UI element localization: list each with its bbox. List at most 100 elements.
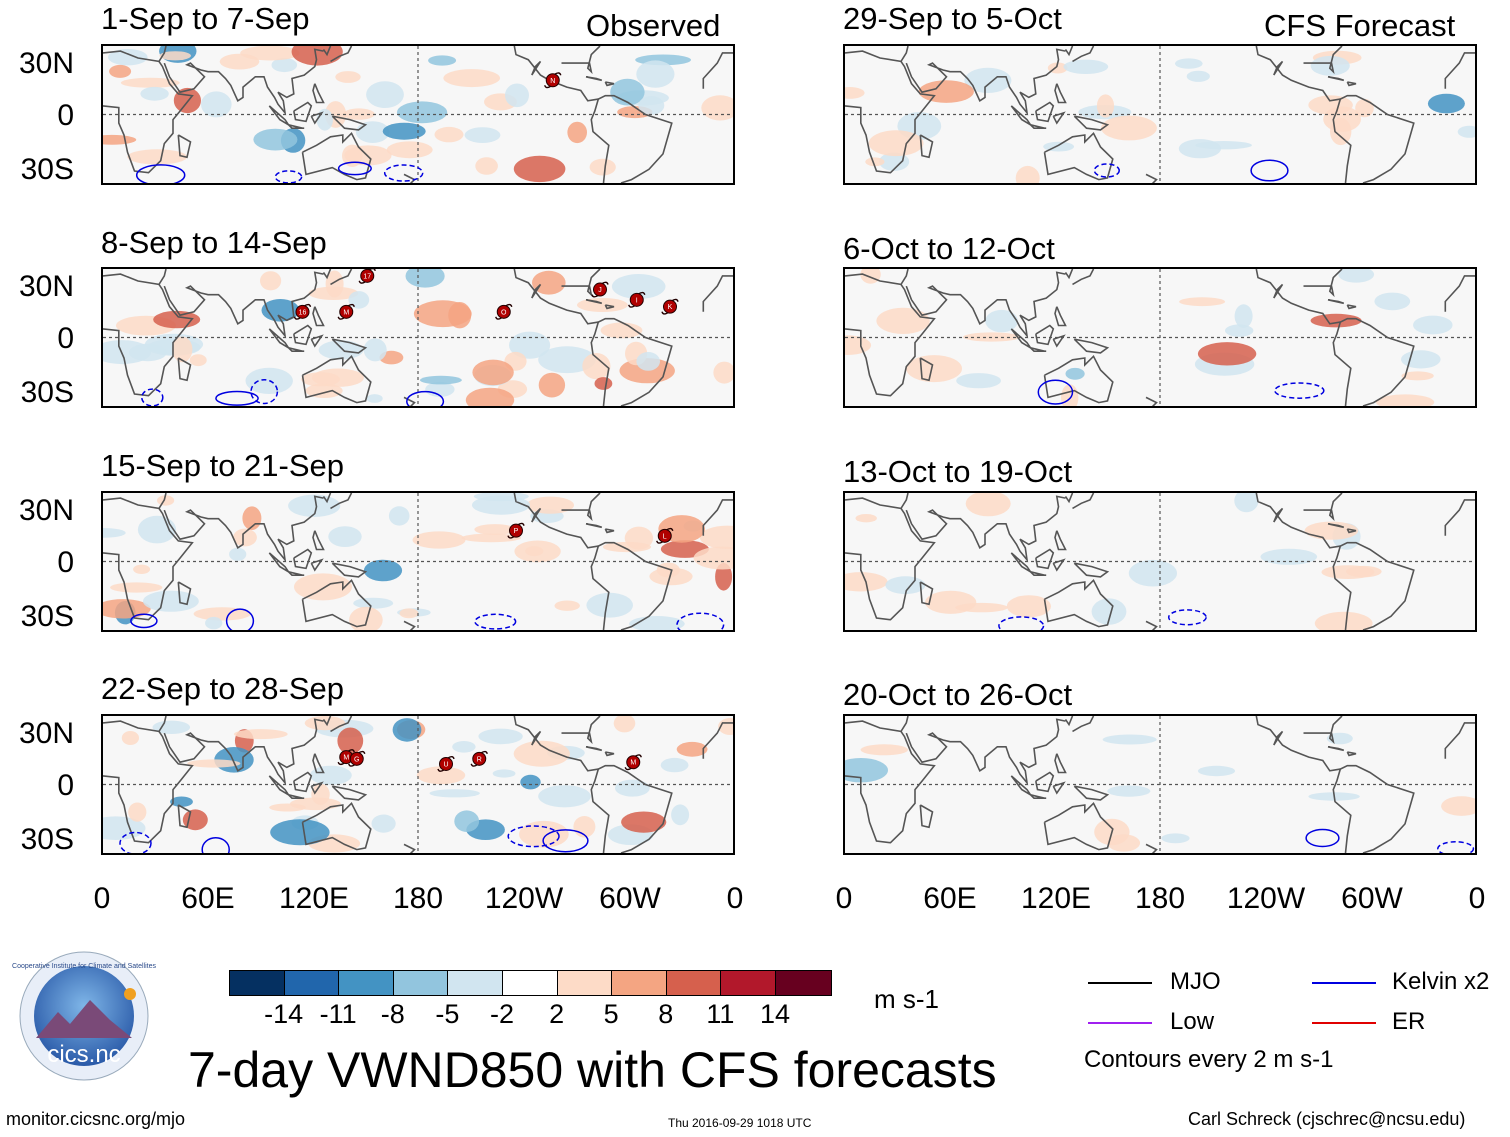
map-left-1: N — [103, 46, 733, 183]
anomaly-shading — [366, 394, 383, 403]
anomaly-shading — [492, 769, 516, 778]
ytick-0-1: 0 — [57, 99, 74, 132]
coastline — [103, 493, 167, 510]
anomaly-shading — [316, 108, 333, 131]
anomaly-shading — [876, 307, 930, 334]
coastline — [322, 269, 332, 280]
panel-title-right-3: 13-Oct to 19-Oct — [843, 454, 1073, 489]
kelvin-contour — [507, 825, 560, 848]
anomaly-shading — [291, 46, 343, 66]
anomaly-shading — [363, 559, 403, 582]
anomaly-shading — [638, 96, 665, 115]
coastline — [322, 716, 332, 727]
anomaly-shading — [965, 493, 1011, 517]
map-panel-right-2 — [843, 267, 1477, 408]
coastline — [531, 730, 542, 746]
anomaly-shading — [1234, 304, 1253, 328]
xtick-right-360: 0 — [1468, 882, 1486, 915]
coastline — [268, 775, 290, 796]
coastline — [845, 507, 936, 621]
anomaly-shading — [233, 528, 257, 547]
coastline — [845, 730, 936, 844]
legend-er-line — [1312, 1022, 1376, 1024]
coastline — [590, 98, 610, 183]
colorbar-swatch — [448, 971, 503, 995]
footer-url[interactable]: monitor.cicsnc.org/mjo — [6, 1109, 186, 1129]
coastline — [1035, 548, 1055, 570]
coastline — [163, 271, 324, 339]
anomaly-shading — [1225, 324, 1254, 337]
panel-title-right-1: 29-Sep to 5-Oct — [843, 1, 1062, 36]
anomaly-shading — [1107, 834, 1141, 852]
anomaly-shading — [582, 353, 611, 380]
anomaly-shading — [701, 95, 733, 121]
coastline — [312, 306, 325, 327]
coastline — [1029, 794, 1047, 799]
colorbar-level-label: 8 — [658, 999, 674, 1029]
panel-title-left-2: 8-Sep to 14-Sep — [101, 225, 327, 260]
coastline — [1010, 552, 1032, 573]
map-right-3 — [845, 493, 1475, 630]
colorbar — [229, 970, 832, 996]
coastline — [1043, 801, 1114, 851]
anomaly-shading — [1457, 125, 1475, 138]
colorbar-swatch — [230, 971, 285, 995]
anomaly-shading — [699, 525, 733, 549]
anomaly-shading — [676, 741, 708, 757]
coastline — [702, 499, 733, 536]
colorbar-level-label: -11 — [319, 999, 357, 1029]
coastline — [561, 269, 601, 298]
storm-label: M — [630, 760, 636, 767]
anomaly-shading — [1401, 350, 1441, 369]
anomaly-shading — [845, 758, 888, 783]
legend-mjo-label: MJO — [1170, 968, 1221, 995]
kelvin-contour — [141, 388, 164, 406]
xtick-right-180: 180 — [1134, 882, 1186, 915]
coastline — [1029, 347, 1047, 352]
coastline — [1035, 101, 1055, 123]
anomaly-shading — [636, 60, 675, 88]
anomaly-shading — [526, 496, 574, 514]
coastline — [1054, 83, 1067, 104]
anomaly-shading — [474, 524, 516, 535]
ytick-30n-2: 30N — [18, 270, 74, 303]
anomaly-shading — [1128, 559, 1177, 587]
anomaly-shading — [1107, 785, 1151, 797]
anomaly-shading — [906, 355, 962, 383]
footer-author: Carl Schreck (cjschrec@ncsu.edu) — [1188, 1109, 1466, 1129]
kelvin-contour — [542, 829, 589, 853]
coastline — [1273, 730, 1284, 746]
anomaly-shading — [693, 546, 733, 570]
anomaly-shading — [1401, 371, 1434, 381]
logo-text: cics.nc — [47, 1041, 120, 1068]
coastline — [1072, 269, 1095, 286]
coastline — [1145, 620, 1158, 630]
coastline — [103, 283, 194, 397]
legend-kelvin-line — [1312, 982, 1376, 984]
coastline — [845, 283, 936, 397]
coastline — [1073, 562, 1110, 578]
xtick-left-120e: 120E — [278, 882, 350, 915]
anomaly-shading — [865, 157, 885, 167]
anomaly-shading — [271, 57, 298, 73]
xtick-left-360: 0 — [726, 882, 744, 915]
anomaly-shading — [420, 375, 462, 385]
coastline — [1444, 722, 1475, 759]
anomaly-shading — [513, 155, 566, 183]
coastline — [585, 746, 603, 752]
coastline — [163, 48, 324, 116]
xtick-right-120e: 120E — [1020, 882, 1092, 915]
anomaly-shading — [133, 564, 151, 574]
anomaly-shading — [656, 562, 680, 578]
kelvin-contour — [1093, 163, 1120, 178]
storm-marker: 17 — [358, 269, 376, 284]
figure-title: 7-day VWND850 with CFS forecasts — [188, 1042, 997, 1098]
anomaly-shading — [109, 64, 132, 78]
anomaly-shading — [1234, 493, 1259, 513]
anomaly-shading — [1091, 598, 1127, 625]
coastline — [1064, 493, 1074, 504]
anomaly-shading — [153, 310, 201, 329]
anomaly-shading — [860, 269, 881, 284]
colorbar-level-label: -14 — [264, 999, 304, 1029]
anomaly-shading — [234, 729, 288, 740]
